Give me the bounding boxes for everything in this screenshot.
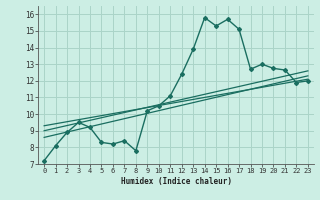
X-axis label: Humidex (Indice chaleur): Humidex (Indice chaleur) xyxy=(121,177,231,186)
